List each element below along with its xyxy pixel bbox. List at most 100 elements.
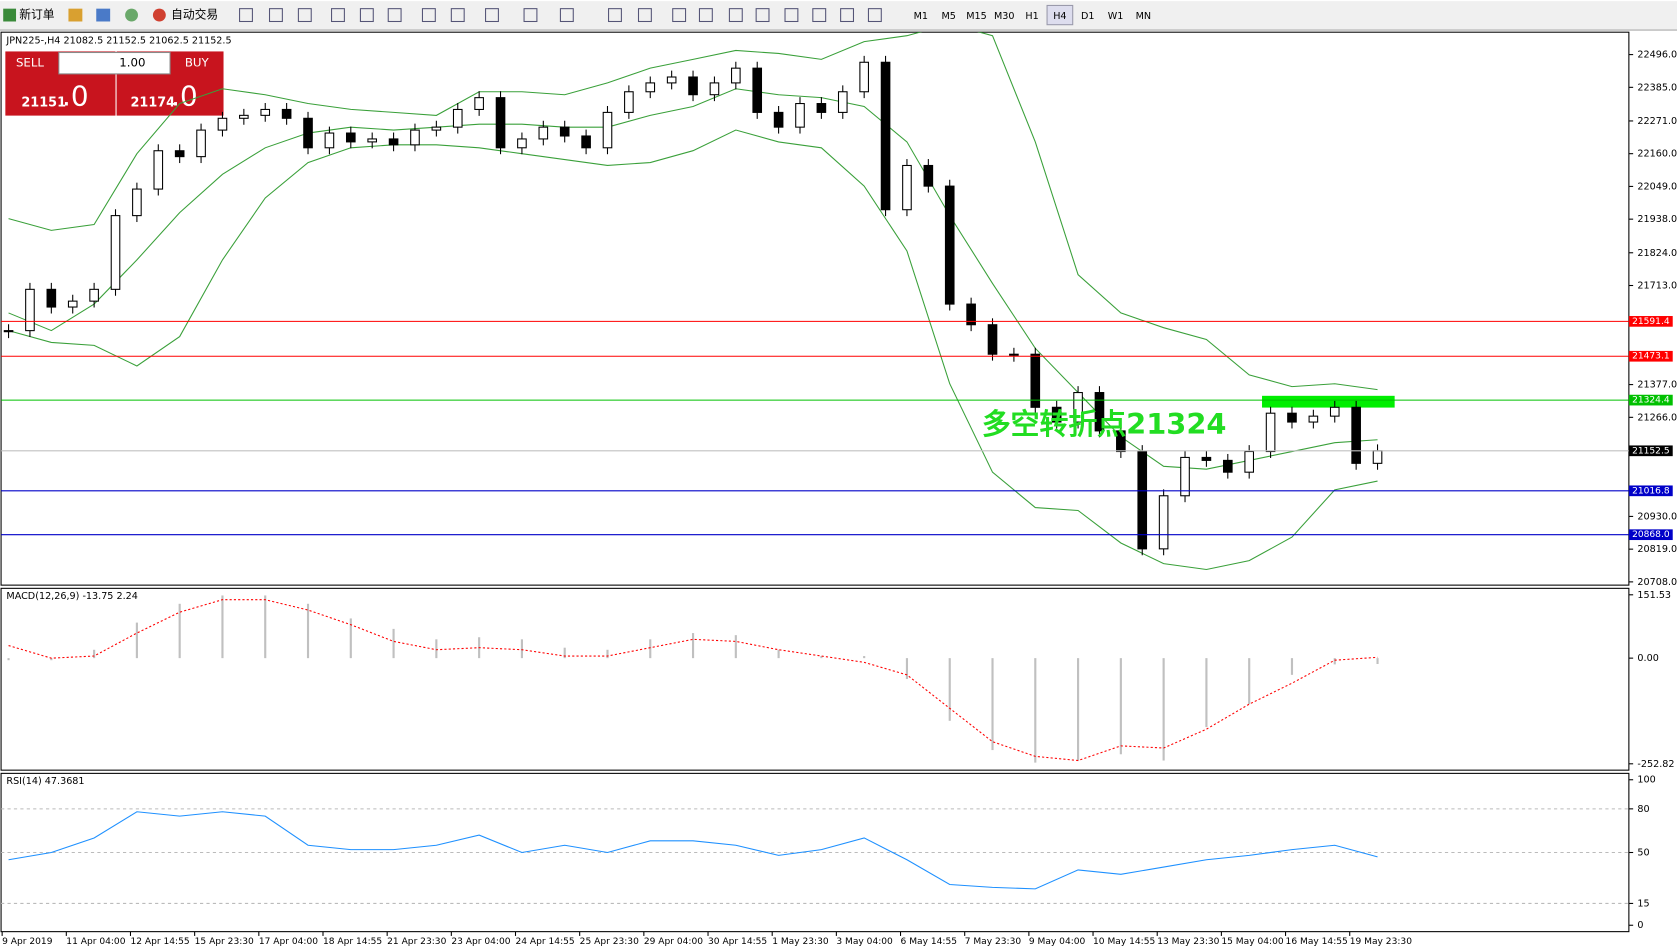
x-tick-label: 21 Apr 23:30 [387, 937, 446, 947]
timeframe-button[interactable]: MN [1136, 11, 1151, 22]
x-tick-label: 24 Apr 14:55 [516, 937, 575, 947]
y-tick-label: 22496.0 [1637, 50, 1677, 61]
tool-icon [523, 8, 538, 23]
macd-bar [734, 635, 737, 659]
price-label: 21473.1 [1632, 352, 1670, 362]
candle [987, 324, 998, 355]
x-tick-label: 6 May 14:55 [901, 937, 957, 947]
candle [602, 111, 613, 149]
candle [624, 91, 634, 113]
tool-icon [840, 8, 855, 23]
timeframe-button[interactable]: W1 [1108, 11, 1124, 22]
x-tick-label: 15 May 04:00 [1221, 937, 1283, 947]
y-tick-label: 151.53 [1637, 590, 1671, 601]
annotation: 多空转折点21324 [982, 407, 1227, 441]
tool-icon [637, 8, 652, 23]
timeframe-button[interactable]: H4 [1053, 11, 1066, 22]
candle [431, 126, 442, 131]
candle [324, 132, 335, 149]
candle [538, 126, 549, 140]
price-label-box [1628, 485, 1673, 497]
x-tick-label: 29 Apr 04:00 [644, 937, 703, 947]
candle [773, 111, 784, 128]
timeframe-button[interactable]: M15 [966, 11, 987, 22]
macd-bar [264, 595, 267, 659]
y-tick-label: 0.00 [1637, 653, 1658, 664]
candle [837, 91, 848, 113]
candle [688, 76, 698, 96]
buy-label[interactable]: BUY [185, 56, 210, 70]
tool-icon[interactable] [125, 8, 138, 22]
candle [816, 103, 827, 113]
macd-bar [7, 658, 10, 661]
candle [452, 108, 463, 128]
candle [795, 103, 805, 128]
candle [581, 135, 591, 149]
candle [281, 108, 292, 119]
timeframe-button[interactable]: M5 [941, 11, 955, 22]
candle [367, 138, 378, 143]
tool-icon [608, 8, 622, 23]
sell-label[interactable]: SELL [16, 56, 44, 70]
macd-bar [691, 633, 695, 659]
candle [709, 82, 720, 96]
lots[interactable]: 1.00 [119, 56, 145, 70]
candle [1244, 451, 1255, 473]
timeframe-button[interactable]: H1 [1025, 11, 1038, 22]
macd-bar [1376, 658, 1379, 664]
macd-bar [1333, 658, 1336, 665]
y-tick-label: 22385.0 [1637, 82, 1677, 93]
lots-box[interactable] [58, 51, 171, 75]
bollinger-band [8, 32, 1378, 391]
tool-icon [559, 8, 574, 23]
x-tick-label: 18 Apr 14:55 [323, 937, 382, 947]
candle [1265, 412, 1276, 453]
x-tick-label: 12 Apr 14:55 [130, 937, 189, 947]
x-tick-label: 11 Apr 04:00 [66, 937, 125, 947]
bollinger-band [8, 88, 1378, 470]
candle [1351, 406, 1361, 464]
candle [345, 132, 356, 143]
candle [880, 61, 891, 211]
candle [923, 164, 934, 187]
x-tick-label: 1 May 23:30 [772, 937, 829, 947]
auto-trading[interactable]: 自动交易 [171, 8, 218, 22]
timeframe-button[interactable]: D1 [1081, 11, 1095, 22]
toolbar-tools [239, 8, 882, 23]
y-tick-label: 20708.0 [1637, 577, 1677, 588]
macd-bar [1248, 658, 1251, 705]
sell-price: 21151 [21, 95, 66, 110]
macd-bar [435, 639, 438, 659]
tool-icon[interactable] [96, 8, 111, 22]
candle [174, 150, 185, 158]
candle [1009, 353, 1019, 356]
candle [46, 288, 57, 308]
tool-icon [485, 8, 499, 23]
candle [902, 164, 912, 211]
macd-bar [863, 656, 866, 659]
auto-trading-icon[interactable] [152, 8, 166, 22]
y-tick-label: 15 [1637, 898, 1649, 909]
candle [966, 303, 976, 326]
timeframe-button[interactable]: M30 [994, 11, 1015, 22]
signal-line [8, 599, 1378, 762]
new-order-icon[interactable] [3, 8, 17, 22]
tool-icon [698, 8, 713, 23]
candle [239, 114, 249, 119]
x-tick-label: 10 May 14:55 [1093, 937, 1155, 947]
tool-icon [239, 8, 253, 23]
macd-header: MACD(12,26,9) -13.75 2.24 [6, 591, 137, 602]
x-tick-label: 15 Apr 23:30 [195, 937, 254, 947]
candle [1051, 406, 1062, 423]
symbol-header: JPN225-,H4 21082.5 21152.5 21062.5 21152… [5, 36, 231, 47]
macd-panel [0, 587, 1630, 771]
new-order[interactable]: 新订单 [19, 8, 54, 22]
timeframe-button[interactable]: M1 [914, 11, 928, 22]
candle [89, 288, 99, 302]
price-label-box [1628, 316, 1673, 327]
macd-bar [820, 656, 823, 659]
tool-icon[interactable] [68, 8, 83, 22]
macd-bar [392, 628, 395, 659]
candle [517, 138, 527, 149]
